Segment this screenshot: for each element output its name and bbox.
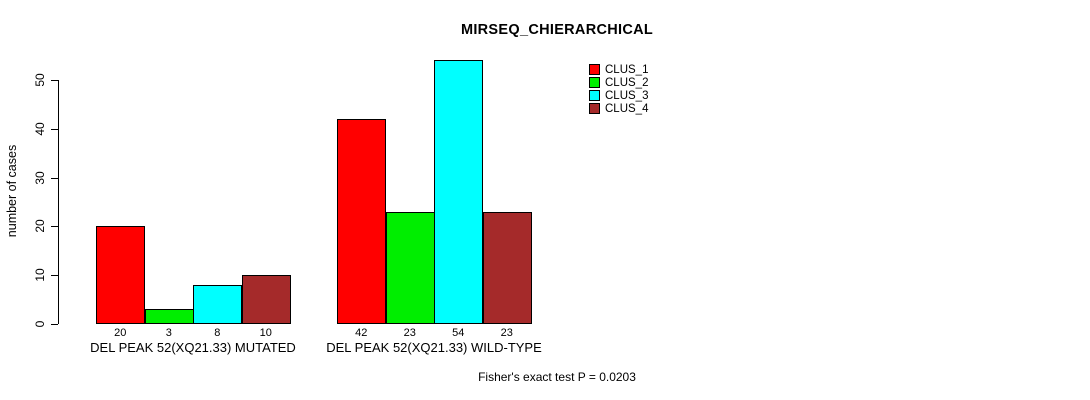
y-axis-tick-label: 30 bbox=[33, 170, 47, 185]
bar-value-label: 23 bbox=[500, 327, 513, 339]
bar-clus_3-group2 bbox=[434, 60, 483, 324]
bar-clus_2-group2 bbox=[385, 212, 435, 324]
y-axis-tick-label: 20 bbox=[33, 219, 47, 234]
legend: CLUS_1 CLUS_2 CLUS_3 CLUS_4 bbox=[589, 63, 648, 115]
bar-value-label: 3 bbox=[165, 327, 172, 339]
bar-value-label: 23 bbox=[403, 327, 416, 339]
bar-clus_1-group1 bbox=[96, 226, 145, 324]
legend-item-clus_3: CLUS_3 bbox=[589, 89, 648, 102]
legend-swatch bbox=[589, 90, 600, 101]
y-axis-tick bbox=[51, 275, 58, 277]
bar-value-label: 10 bbox=[259, 327, 272, 339]
y-axis-tick-label: 10 bbox=[33, 268, 47, 282]
group-label: DEL PEAK 52(XQ21.33) MUTATED bbox=[90, 340, 296, 355]
y-axis-tick bbox=[51, 177, 58, 179]
bar-clus_2-group1 bbox=[144, 309, 194, 324]
group-label: DEL PEAK 52(XQ21.33) WILD-TYPE bbox=[326, 340, 542, 355]
y-axis-title: number of cases bbox=[5, 144, 19, 238]
y-axis-tick bbox=[51, 324, 58, 325]
legend-label: CLUS_2 bbox=[605, 76, 649, 89]
bar-clus_3-group1 bbox=[193, 285, 242, 324]
bar-value-label: 54 bbox=[452, 327, 465, 339]
y-axis-tick bbox=[51, 128, 58, 130]
legend-label: CLUS_1 bbox=[605, 63, 649, 76]
bar-value-label: 20 bbox=[114, 327, 127, 339]
y-axis-tick bbox=[51, 226, 58, 228]
y-axis-tick-label: 50 bbox=[33, 73, 47, 87]
bar-clus_4-group2 bbox=[482, 212, 532, 324]
chart-title: MIRSEQ_CHIERARCHICAL bbox=[460, 22, 654, 38]
legend-item-clus_1: CLUS_1 bbox=[589, 63, 648, 76]
bar-value-label: 42 bbox=[355, 327, 368, 339]
y-axis-tick-label: 0 bbox=[33, 320, 47, 328]
legend-swatch bbox=[589, 64, 600, 75]
legend-item-clus_4: CLUS_4 bbox=[589, 102, 648, 115]
legend-label: CLUS_3 bbox=[605, 89, 649, 102]
y-axis-tick-label: 40 bbox=[33, 122, 47, 136]
legend-swatch bbox=[589, 103, 600, 114]
y-axis-tick bbox=[51, 80, 58, 81]
y-axis-line bbox=[58, 80, 59, 324]
bar-value-label: 8 bbox=[214, 327, 221, 339]
legend-item-clus_2: CLUS_2 bbox=[589, 76, 648, 89]
stat-annotation: Fisher's exact test P = 0.0203 bbox=[478, 370, 636, 384]
bar-clus_1-group2 bbox=[337, 119, 386, 324]
bar-clus_4-group1 bbox=[241, 275, 291, 324]
legend-label: CLUS_4 bbox=[605, 102, 649, 115]
legend-swatch bbox=[589, 77, 600, 88]
